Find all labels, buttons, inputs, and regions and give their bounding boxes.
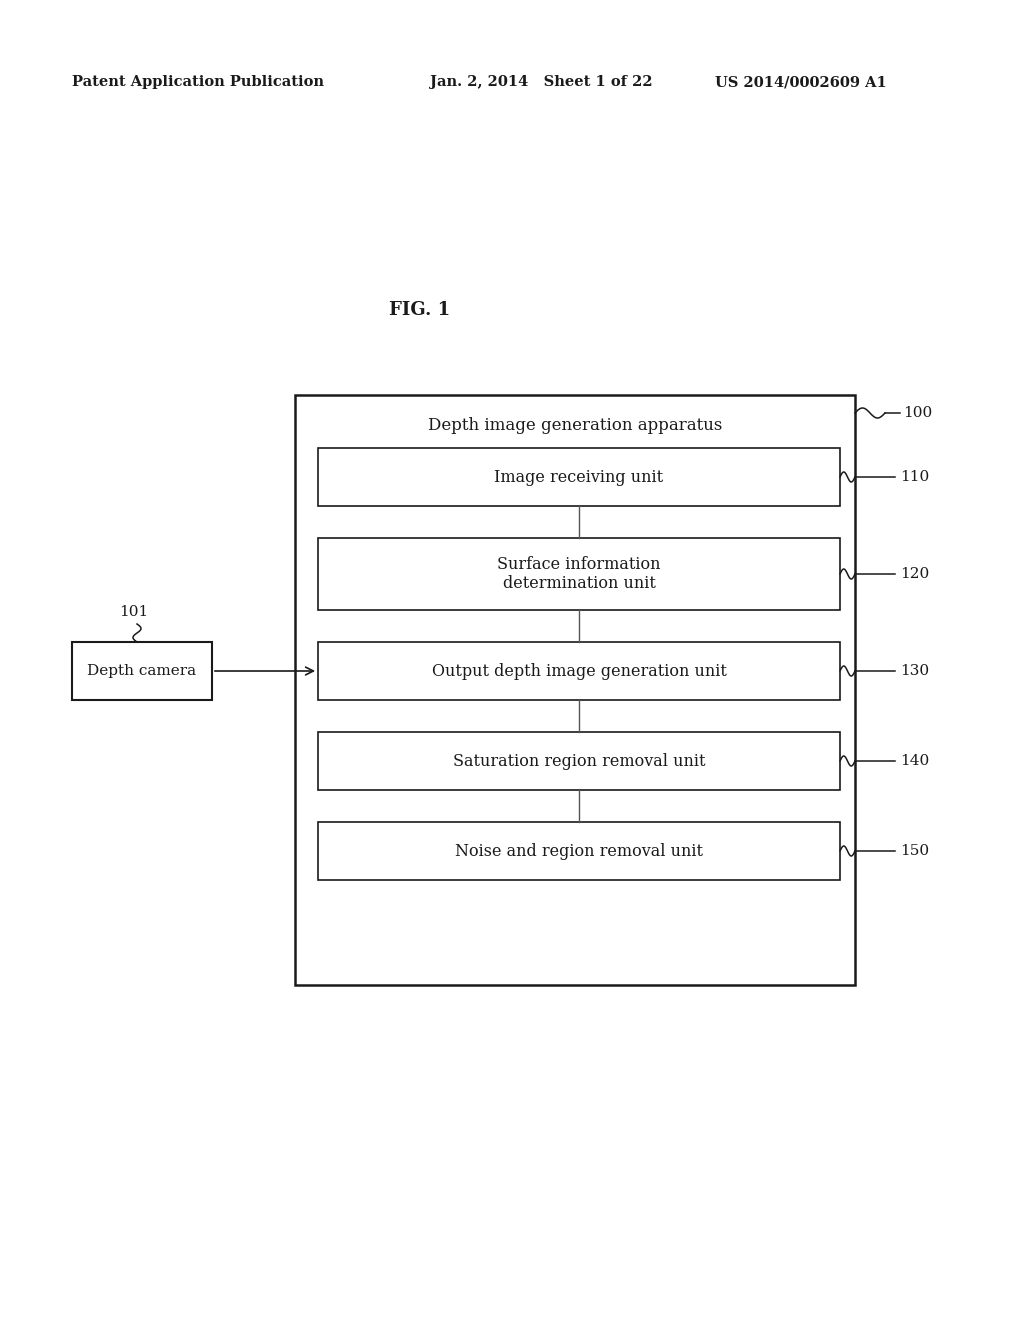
Text: Saturation region removal unit: Saturation region removal unit	[453, 752, 706, 770]
Text: Patent Application Publication: Patent Application Publication	[72, 75, 324, 88]
Bar	[318, 642, 840, 700]
Text: Noise and region removal unit: Noise and region removal unit	[455, 842, 703, 859]
Text: Jan. 2, 2014   Sheet 1 of 22: Jan. 2, 2014 Sheet 1 of 22	[430, 75, 652, 88]
Text: Output depth image generation unit: Output depth image generation unit	[431, 663, 726, 680]
Text: US 2014/0002609 A1: US 2014/0002609 A1	[715, 75, 887, 88]
Text: 101: 101	[119, 605, 148, 619]
Text: 110: 110	[900, 470, 929, 484]
Bar	[72, 642, 212, 700]
Bar	[318, 733, 840, 789]
Text: Depth image generation apparatus: Depth image generation apparatus	[428, 417, 722, 433]
Bar	[318, 539, 840, 610]
Text: Depth camera: Depth camera	[87, 664, 197, 678]
Text: Surface information
determination unit: Surface information determination unit	[498, 556, 660, 593]
Text: 100: 100	[903, 407, 932, 420]
Text: 120: 120	[900, 568, 929, 581]
Bar	[295, 395, 855, 985]
Text: 150: 150	[900, 843, 929, 858]
Bar	[318, 822, 840, 880]
Bar	[318, 447, 840, 506]
Text: 140: 140	[900, 754, 929, 768]
Text: 130: 130	[900, 664, 929, 678]
Text: FIG. 1: FIG. 1	[389, 301, 451, 319]
Text: Image receiving unit: Image receiving unit	[495, 469, 664, 486]
